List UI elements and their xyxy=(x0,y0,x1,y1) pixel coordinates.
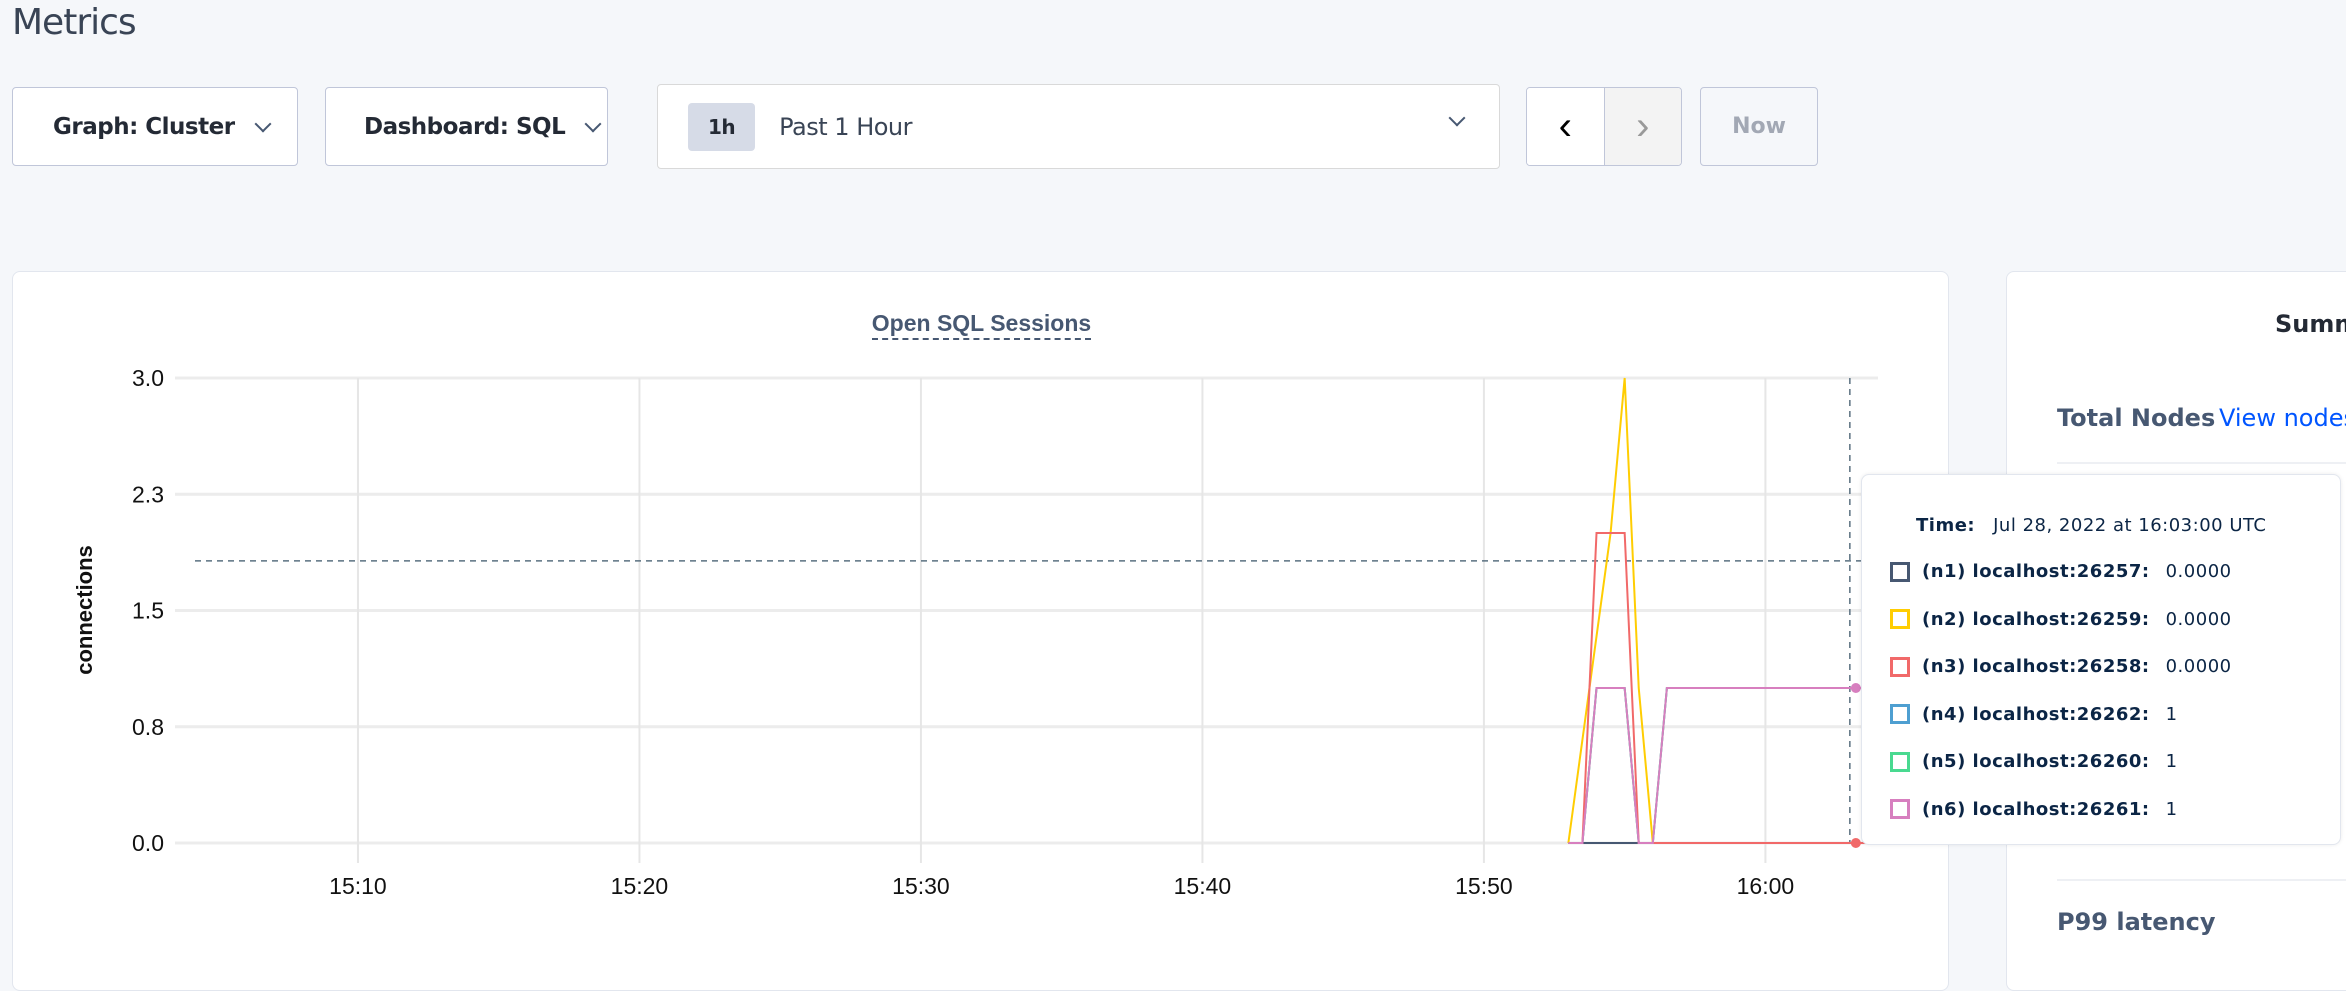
dashboard-dropdown-label: Dashboard: SQL xyxy=(364,113,566,140)
series-line xyxy=(1568,687,1878,844)
page-title: Metrics xyxy=(12,2,137,43)
divider xyxy=(2057,462,2346,464)
tooltip-series-label: (n4) localhost:26262: xyxy=(1922,703,2150,725)
tooltip-series-label: (n3) localhost:26258: xyxy=(1922,656,2150,677)
series-swatch-icon xyxy=(1890,609,1910,629)
tooltip-series-label: (n1) localhost:26257: xyxy=(1922,561,2150,582)
tooltip-row: (n2) localhost:26259: 0.0000 xyxy=(1890,609,2232,630)
tooltip-row: (n4) localhost:26262: 1 xyxy=(1890,704,2178,725)
now-button[interactable]: Now xyxy=(1700,87,1818,166)
next-time-button[interactable]: › xyxy=(1604,88,1681,165)
tooltip-row: (n6) localhost:26261: 1 xyxy=(1890,799,2178,820)
divider xyxy=(2057,879,2346,881)
series-swatch-icon xyxy=(1890,751,1910,772)
time-range-label: Past 1 Hour xyxy=(779,112,913,141)
chart-tooltip: Time: Jul 28, 2022 at 16:03:00 UTC (n1) l… xyxy=(1861,474,2341,845)
chart-card: Open SQL Sessions 0.0 0.8 1.5 2.3 3.0 15:10 15… xyxy=(12,271,1949,991)
tooltip-series-value: 1 xyxy=(2165,703,2178,725)
dashboard-dropdown[interactable]: Dashboard: SQL xyxy=(325,87,608,166)
tooltip-time: Time: Jul 28, 2022 at 16:03:00 UTC xyxy=(1916,515,2267,536)
x-tick-label: 15:40 xyxy=(1174,873,1232,899)
y-tick-label: 3.0 xyxy=(132,365,164,391)
x-tick-label: 16:00 xyxy=(1737,873,1795,899)
total-nodes-label: Total Nodes xyxy=(2057,404,2216,432)
p99-latency-label: P99 latency xyxy=(2057,908,2216,936)
summary-title: Summ xyxy=(2275,310,2346,338)
tooltip-series-label: (n5) localhost:26260: xyxy=(1922,751,2150,772)
y-axis-label: connections xyxy=(72,545,97,675)
series-swatch-icon xyxy=(1890,656,1910,677)
y-tick-label: 0.0 xyxy=(132,830,164,856)
tooltip-row: (n5) localhost:26260: 1 xyxy=(1890,751,2178,772)
previous-time-button[interactable]: ‹ xyxy=(1527,88,1605,165)
time-range-badge: 1h xyxy=(688,102,756,151)
hover-point xyxy=(1850,683,1861,693)
y-tick-label: 2.3 xyxy=(132,481,164,507)
tooltip-series-label: (n2) localhost:26259: xyxy=(1922,608,2150,630)
series-swatch-icon xyxy=(1890,561,1910,582)
series-line xyxy=(1568,687,1878,844)
y-tick-label: 1.5 xyxy=(132,598,164,624)
graph-dropdown[interactable]: Graph: Cluster xyxy=(12,87,298,166)
tooltip-series-value: 1 xyxy=(2165,751,2178,772)
tooltip-row: (n1) localhost:26257: 0.0000 xyxy=(1890,561,2232,582)
series-line xyxy=(1568,687,1878,844)
time-nav-group: ‹ › xyxy=(1526,87,1682,166)
x-tick-label: 15:20 xyxy=(611,873,669,899)
series-swatch-icon xyxy=(1890,799,1910,819)
tooltip-series-value: 0.0000 xyxy=(2165,561,2232,582)
chevron-right-icon: › xyxy=(1636,104,1650,148)
chart-title[interactable]: Open SQL Sessions xyxy=(13,310,1950,340)
view-nodes-link[interactable]: View nodes xyxy=(2219,404,2346,432)
chevron-left-icon: ‹ xyxy=(1558,104,1572,148)
series-swatch-icon xyxy=(1890,704,1910,724)
x-tick-label: 15:10 xyxy=(329,873,387,899)
tooltip-series-value: 0.0000 xyxy=(2165,608,2232,630)
y-tick-label: 0.8 xyxy=(132,714,164,740)
time-range-dropdown[interactable]: 1h Past 1 Hour xyxy=(657,84,1500,169)
tooltip-series-label: (n6) localhost:26261: xyxy=(1922,798,2150,820)
x-tick-label: 15:30 xyxy=(892,873,950,899)
tooltip-row: (n3) localhost:26258: 0.0000 xyxy=(1890,656,2232,677)
hover-point xyxy=(1850,838,1861,848)
x-tick-label: 15:50 xyxy=(1455,873,1513,899)
line-chart[interactable]: 0.0 0.8 1.5 2.3 3.0 15:10 15:20 15:30 15:40 15:50… xyxy=(1,1,1949,991)
tooltip-series-value: 1 xyxy=(2165,798,2178,820)
graph-dropdown-label: Graph: Cluster xyxy=(53,113,235,140)
tooltip-series-value: 0.0000 xyxy=(2165,656,2232,677)
